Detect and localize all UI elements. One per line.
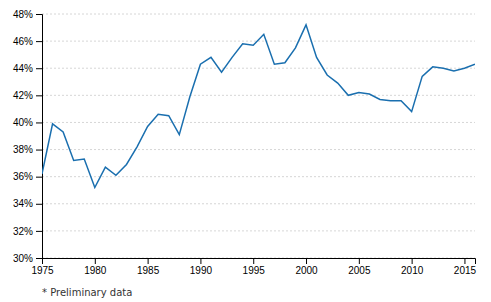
grid-line: [42, 176, 475, 177]
y-tick-mark: [36, 204, 42, 205]
y-tick-mark: [36, 41, 42, 42]
y-tick-mark: [36, 258, 42, 259]
x-tick: 2005: [348, 258, 371, 276]
x-tick-label: 1980: [84, 265, 107, 276]
y-tick-mark: [36, 150, 42, 151]
x-tick-label: 2005: [348, 265, 371, 276]
x-tick-label: 2000: [295, 265, 318, 276]
x-tick-label: 1975: [31, 265, 54, 276]
x-tick: 1975: [31, 258, 54, 276]
y-tick-mark: [36, 122, 42, 123]
y-tick: 46%: [13, 36, 42, 47]
x-tick-mark: [306, 258, 307, 264]
y-tick: 40%: [13, 117, 42, 128]
y-tick: 44%: [13, 63, 42, 74]
y-tick: 30%: [13, 253, 42, 264]
y-tick-label: 44%: [13, 63, 33, 74]
x-tick-mark: [359, 258, 360, 264]
grid-line: [42, 149, 475, 150]
y-tick: 42%: [13, 90, 42, 101]
grid-line: [42, 14, 475, 15]
y-tick-label: 48%: [13, 9, 33, 20]
x-tick-mark: [412, 258, 413, 264]
y-tick-label: 46%: [13, 36, 33, 47]
x-tick: 1985: [137, 258, 160, 276]
x-axis-line: [43, 259, 476, 265]
x-tick-mark: [253, 258, 254, 264]
y-tick-mark: [36, 14, 42, 15]
y-tick-label: 38%: [13, 144, 33, 155]
grid-line: [42, 68, 475, 69]
footnote: * Preliminary data: [42, 287, 132, 298]
grid-line: [42, 230, 475, 231]
y-tick: 48%: [13, 9, 42, 20]
y-tick-label: 34%: [13, 198, 33, 209]
x-tick-mark: [148, 258, 149, 264]
x-tick-label: 1990: [190, 265, 213, 276]
y-tick: 38%: [13, 144, 42, 155]
y-tick-label: 40%: [13, 117, 33, 128]
y-tick-label: 42%: [13, 90, 33, 101]
y-tick-mark: [36, 68, 42, 69]
y-axis-line: [36, 15, 43, 259]
y-tick-label: 32%: [13, 226, 33, 237]
x-axis: 1975 1980 1985 1990 1995 2000 2005 2010 2015: [31, 258, 476, 276]
x-tick-mark: [200, 258, 201, 264]
grid-line: [42, 122, 475, 123]
y-tick-label: 36%: [13, 171, 33, 182]
grid-line: [42, 95, 475, 96]
x-tick: 2015: [454, 258, 477, 276]
y-tick: 36%: [13, 171, 42, 182]
x-tick-label: 1995: [243, 265, 266, 276]
x-tick-mark: [464, 258, 465, 264]
chart: 19751980198519901995200020052010201530%3…: [0, 0, 491, 302]
y-tick: 32%: [13, 226, 42, 237]
y-tick-label: 30%: [13, 253, 33, 264]
x-tick: 1980: [84, 258, 107, 276]
grid: [42, 14, 475, 258]
y-tick-mark: [36, 231, 42, 232]
x-tick: 1995: [243, 258, 266, 276]
y-axis: 30% 32% 34% 36% 38% 40% 42% 44% 46% 48%: [13, 9, 43, 264]
y-tick-mark: [36, 177, 42, 178]
grid-line: [42, 203, 475, 204]
x-tick: 1990: [190, 258, 213, 276]
plot-area: [42, 25, 475, 188]
x-tick: 2000: [295, 258, 318, 276]
x-tick-mark: [95, 258, 96, 264]
x-tick-label: 2015: [454, 265, 477, 276]
y-tick-mark: [36, 95, 42, 96]
x-tick-label: 1985: [137, 265, 160, 276]
x-tick: 2010: [401, 258, 424, 276]
y-tick: 34%: [13, 198, 42, 209]
x-tick-label: 2010: [401, 265, 424, 276]
line: [42, 25, 475, 188]
